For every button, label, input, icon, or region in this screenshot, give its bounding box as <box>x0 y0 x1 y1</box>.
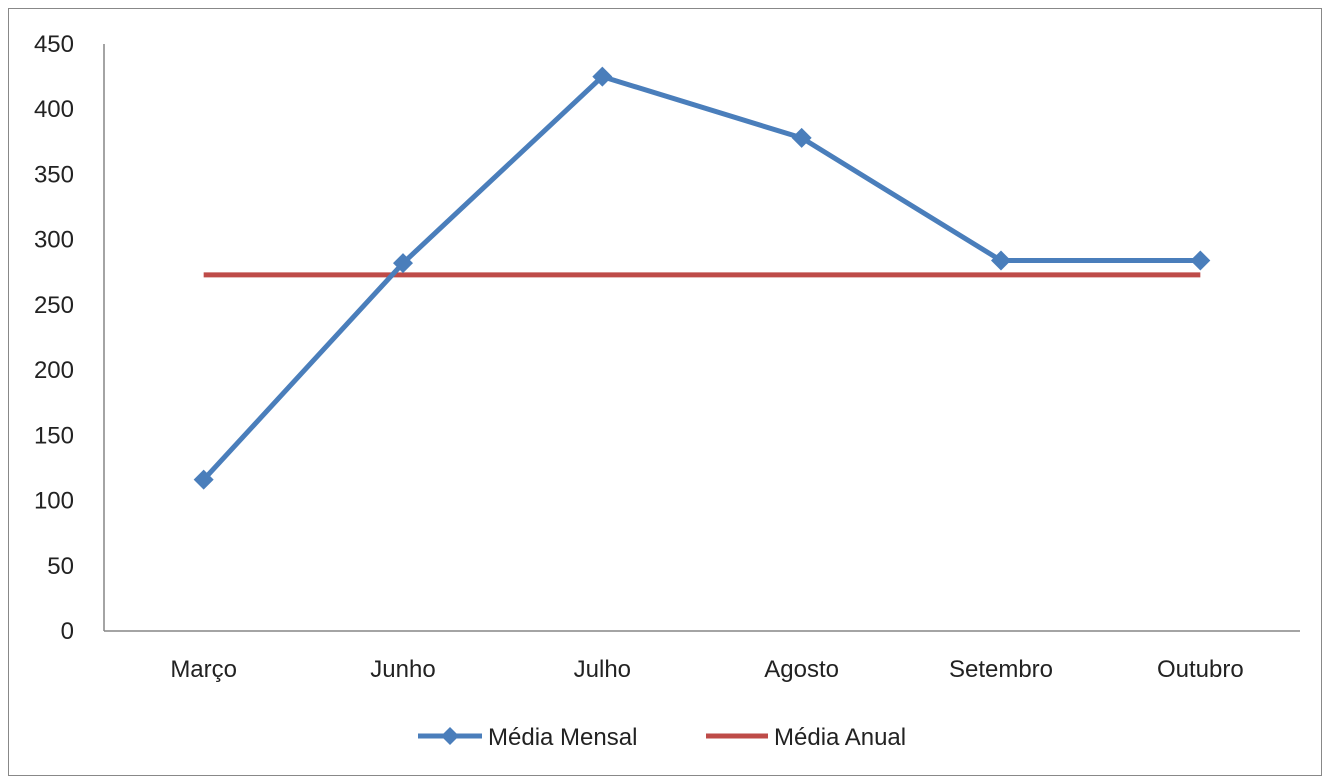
legend: Média Mensal Média Anual <box>418 724 906 751</box>
series-layer <box>193 66 1211 490</box>
legend-item: Média Mensal <box>418 724 637 751</box>
x-tick-labels: Março Junho Julho Agosto Setembro Outubro <box>170 656 1243 683</box>
x-tick-label: Junho <box>370 656 435 683</box>
data-point <box>791 127 812 148</box>
data-point <box>1190 250 1211 271</box>
y-tick-label: 100 <box>34 488 74 515</box>
data-point <box>592 66 613 87</box>
y-tick-label: 350 <box>34 161 74 188</box>
y-tick-label: 300 <box>34 227 74 254</box>
axes <box>103 44 1300 632</box>
y-tick-label: 150 <box>34 422 74 449</box>
legend-item: Média Anual <box>706 724 906 751</box>
y-tick-label: 250 <box>34 292 74 319</box>
legend-label: Média Mensal <box>488 724 637 751</box>
x-tick-label: Agosto <box>764 656 839 683</box>
legend-label: Média Anual <box>774 724 906 751</box>
data-point <box>991 250 1011 271</box>
y-tick-label: 50 <box>47 553 74 580</box>
y-tick-label: 450 <box>34 31 74 58</box>
x-tick-label: Março <box>170 656 237 683</box>
chart-frame <box>8 8 1322 776</box>
legend-marker <box>441 727 459 745</box>
y-tick-label: 0 <box>61 618 74 645</box>
x-tick-label: Setembro <box>949 656 1053 683</box>
series-0 <box>193 66 1211 490</box>
data-point <box>393 253 413 274</box>
x-tick-label: Outubro <box>1157 656 1244 683</box>
y-tick-label: 200 <box>34 357 74 384</box>
y-tick-labels: 0 50 100 150 200 250 300 350 400 450 <box>34 31 74 645</box>
data-point <box>193 469 214 490</box>
y-tick-label: 400 <box>34 96 74 123</box>
x-tick-label: Julho <box>574 656 631 683</box>
series-line <box>201 74 1201 482</box>
